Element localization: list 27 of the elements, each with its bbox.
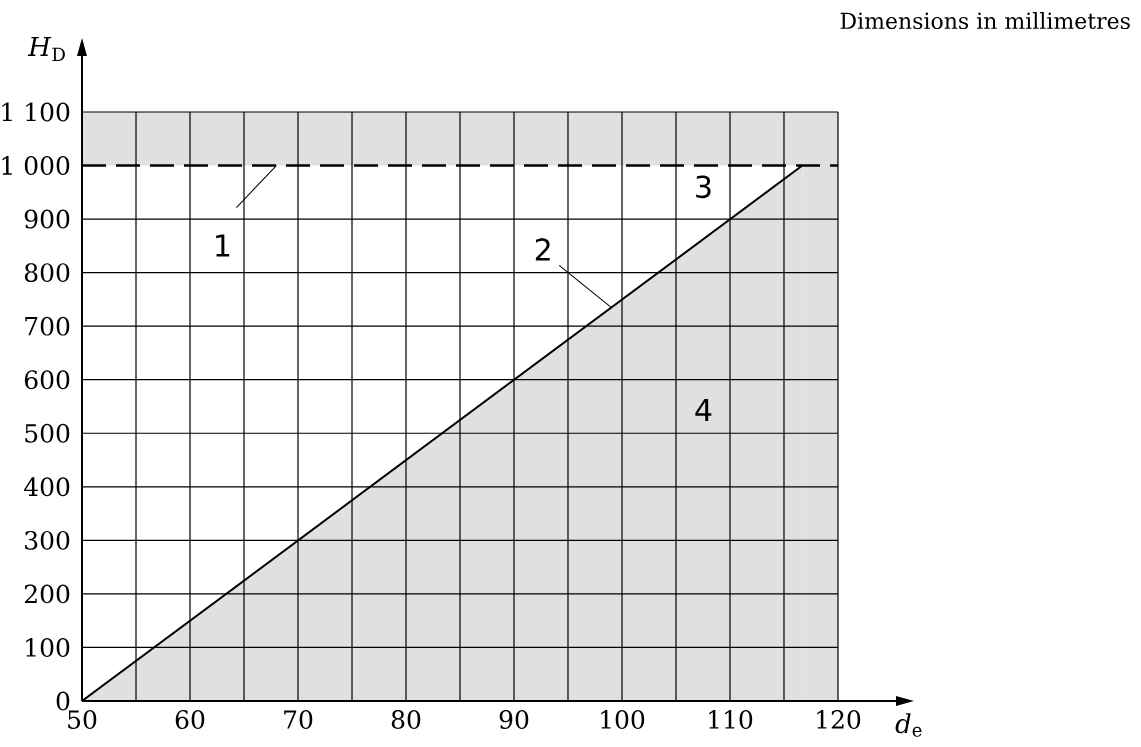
y-tick-label: 300 [25, 530, 70, 550]
y-tick-label: 600 [24, 370, 70, 390]
y-tick-label: 700 [25, 316, 70, 336]
x-tick-label: 120 [817, 710, 861, 729]
y-tick-label: 900 [24, 209, 70, 229]
y-tick-label: 400 [24, 477, 70, 497]
text: Dimensions in millimetres [840, 12, 1130, 30]
y-tick-label: 800 [24, 263, 70, 283]
y-tick-label: 0 [56, 691, 70, 711]
y-tick-label: 500 [25, 423, 70, 443]
x-tick-label: 80 [391, 710, 421, 729]
x-tick-label: 90 [499, 710, 529, 729]
y-tick-label: 1 000 [2, 156, 70, 175]
y-tick-label: 1 100 [2, 102, 70, 122]
x-tick-label: 70 [284, 710, 313, 729]
x-tick-label: 50 [68, 710, 97, 729]
y-axis-title: H$_{D}$ [27, 37, 65, 61]
y-tick-label: 100 [26, 637, 70, 657]
x-tick-label: 100 [601, 710, 645, 729]
x-tick-label: 60 [175, 710, 205, 729]
x-axis-title: d$_{e}$ [895, 713, 922, 737]
annotation: 1 [216, 234, 230, 257]
annotation: 3 [696, 175, 711, 199]
annotation: 2 [535, 238, 550, 261]
y-tick-label: 200 [24, 584, 70, 604]
annotation: 4 [695, 399, 712, 421]
x-tick-label: 110 [709, 710, 753, 729]
